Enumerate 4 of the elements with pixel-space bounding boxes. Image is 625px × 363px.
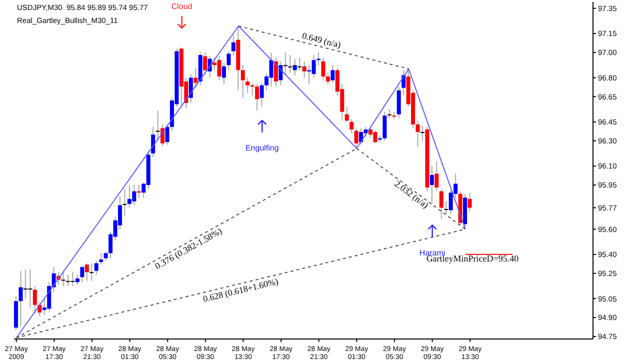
annotation: Engulfing xyxy=(245,144,279,153)
annotation: Harami xyxy=(419,248,446,258)
annotation: Cloud xyxy=(171,2,192,12)
annotation: 0.649 (n/a) xyxy=(301,30,342,50)
